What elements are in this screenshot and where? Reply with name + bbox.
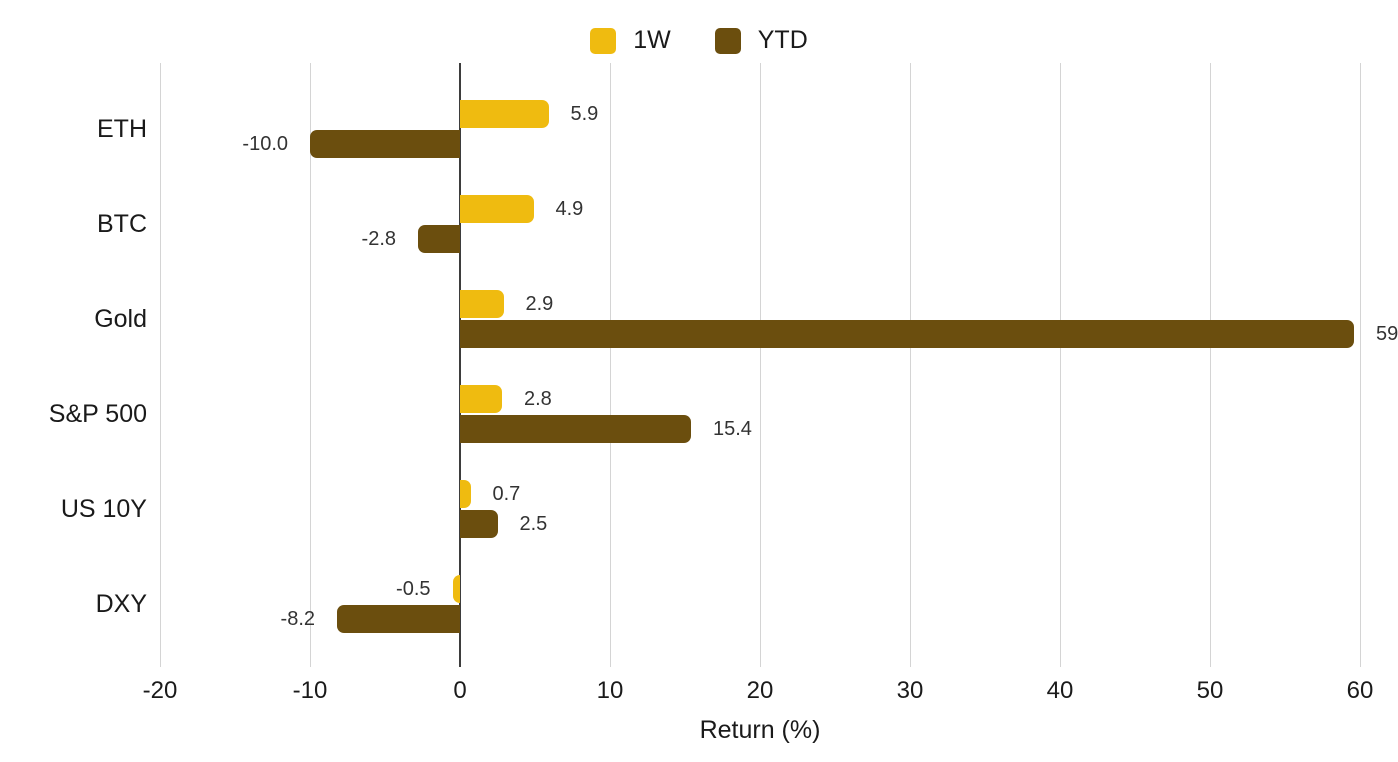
x-tick-label: 60 [1346,677,1374,704]
bar-ytd-us-10y [460,510,498,538]
chart-legend: 1W YTD [0,26,1398,55]
gridline-30 [909,63,911,667]
bar-ytd-gold [460,320,1354,348]
value-label-ytd-s-p-500: 15.4 [713,418,752,440]
value-label-1w-gold: 2.9 [525,293,554,315]
value-label-1w-eth: 5.9 [570,103,599,125]
value-label-1w-s-p-500: 2.8 [524,388,552,410]
category-label-us-10y: US 10Y [60,495,147,523]
value-label-ytd-us-10y: 2.5 [519,513,548,535]
gridline--10 [309,63,311,667]
x-tick-label: -20 [142,677,178,704]
gridline-10 [609,63,611,667]
plot-area: 5.9 -10.0 4.9 -2.8 2.9 59 2.8 15.4 0.7 2.5 -0.5 -8.… [159,63,1398,667]
bar-ytd-dxy [337,605,460,633]
zero-axis-line [459,63,461,667]
x-tick-label: 10 [596,677,624,704]
x-tick-label: 40 [1046,677,1074,704]
bar-ytd-eth [310,130,460,158]
value-label-1w-btc: 4.9 [555,198,584,220]
value-label-ytd-btc: -2.8 [361,228,396,250]
gridline-60 [1359,63,1361,667]
x-axis-title: Return (%) [699,716,821,744]
gridline-40 [1059,63,1061,667]
legend-label-1w: 1W [633,26,671,54]
x-tick-label: -10 [292,677,328,704]
value-label-ytd-eth: -10.0 [242,133,288,155]
legend-swatch-ytd-icon [714,27,741,54]
legend-item-ytd: YTD [714,26,808,55]
bar-ytd-s-p-500 [460,415,691,443]
value-label-1w-dxy: -0.5 [396,578,431,600]
bar-1w-gold [460,290,504,318]
gridline-20 [759,63,761,667]
x-tick-label: 20 [746,677,774,704]
x-tick-label: 30 [896,677,924,704]
legend-label-ytd: YTD [757,26,808,54]
category-label-gold: Gold [94,305,147,333]
bar-1w-us-10y [460,480,471,508]
gridline--20 [159,63,161,667]
category-label-eth: ETH [97,115,147,143]
x-tick-label: 50 [1196,677,1224,704]
legend-item-1w: 1W [590,26,671,55]
value-label-ytd-dxy: -8.2 [280,608,315,630]
bar-1w-eth [460,100,549,128]
legend-swatch-1w-icon [590,27,617,54]
bar-1w-btc [460,195,534,223]
bar-1w-dxy [452,575,460,603]
value-label-1w-us-10y: 0.7 [492,483,521,505]
gridline-50 [1209,63,1211,667]
category-label-btc: BTC [97,210,147,238]
category-label-s-p-500: S&P 500 [48,400,147,428]
value-label-ytd-gold: 59 [1376,323,1398,345]
bar-1w-s-p-500 [460,385,502,413]
x-tick-label: 0 [453,677,467,704]
category-label-dxy: DXY [95,590,147,618]
bar-ytd-btc [418,225,460,253]
